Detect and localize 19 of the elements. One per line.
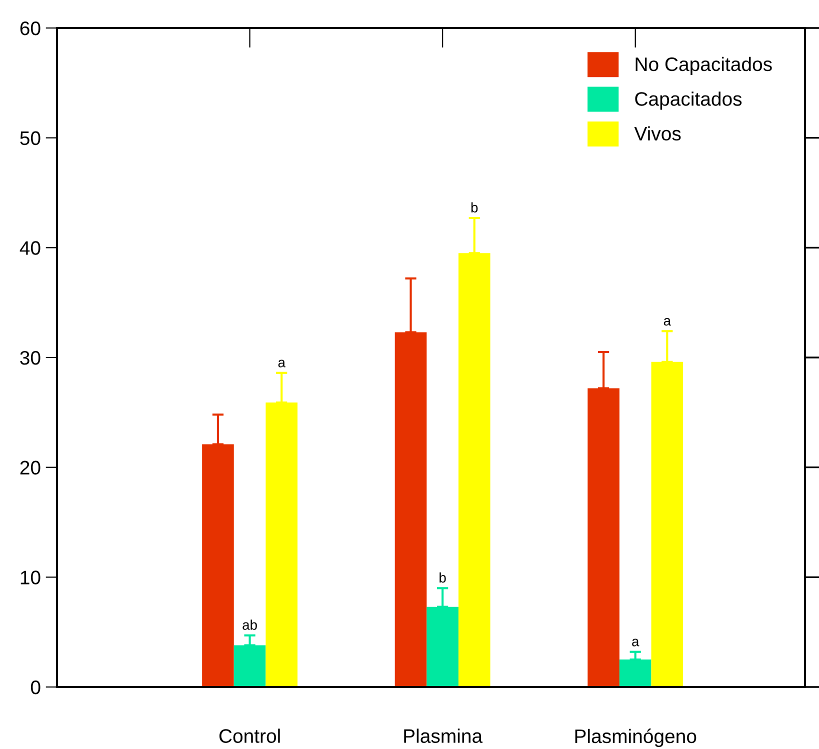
data-label: b <box>440 572 446 583</box>
x-tick-label: Plasminógeno <box>575 728 696 748</box>
y-tick-label: 40 <box>20 241 40 255</box>
y-tick-label: 30 <box>20 350 40 365</box>
y-tick-label: 60 <box>20 21 40 36</box>
data-label: a <box>278 360 286 368</box>
data-label: b <box>471 202 478 212</box>
legend-label: No Capacitados <box>636 56 772 75</box>
x-tick-label: Plasmina <box>404 728 483 743</box>
data-label: ab <box>242 620 257 630</box>
data-label: a <box>632 638 640 646</box>
y-tick-label: 50 <box>20 131 40 146</box>
x-tick-label: Control <box>219 728 280 743</box>
legend-label: Vivos <box>634 126 681 141</box>
legend-label: Capacitados <box>635 92 742 110</box>
y-tick-label: 0 <box>30 680 40 694</box>
data-label: a <box>664 318 672 326</box>
y-tick-label: 20 <box>20 460 40 475</box>
y-tick-label: 10 <box>20 570 40 584</box>
